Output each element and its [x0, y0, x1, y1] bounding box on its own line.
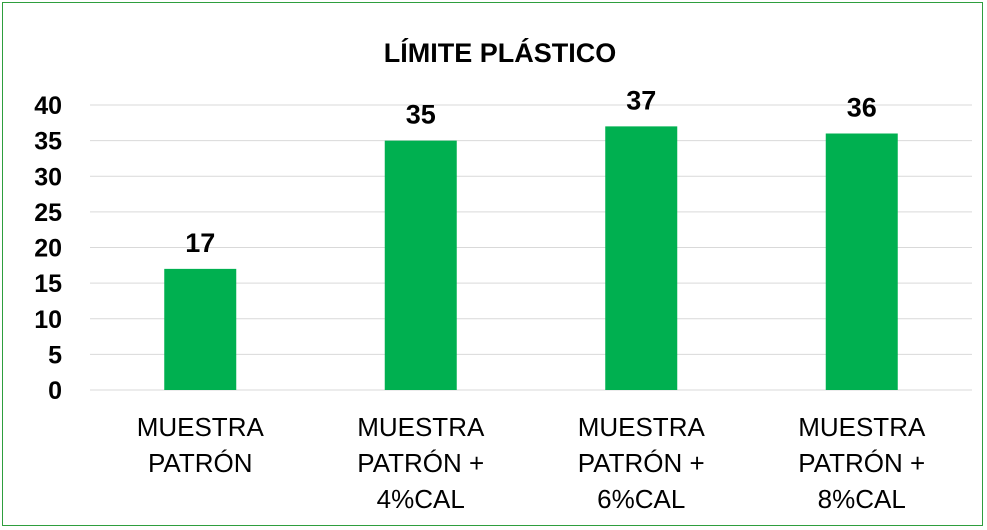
data-label: 17 [185, 228, 215, 258]
x-tick-label: PATRÓN + [357, 448, 484, 478]
bars [164, 126, 898, 390]
x-tick-label: MUESTRA [137, 412, 265, 442]
y-tick-label: 15 [34, 270, 62, 298]
bar [605, 126, 678, 390]
y-tick-label: 30 [34, 163, 62, 191]
bar [164, 268, 237, 390]
y-tick-label: 25 [34, 199, 62, 227]
y-tick-label: 40 [34, 92, 62, 120]
y-tick-label: 20 [34, 235, 62, 263]
y-tick-label: 5 [48, 341, 62, 369]
y-tick-label: 35 [34, 128, 62, 156]
data-labels: 17 35 37 36 [185, 85, 877, 258]
x-tick-label: PATRÓN [148, 448, 252, 478]
x-tick-label: 4%CAL [377, 484, 465, 514]
data-label: 35 [406, 100, 436, 130]
data-label: 37 [626, 85, 656, 115]
x-tick-label: MUESTRA [578, 412, 706, 442]
x-tick-label: PATRÓN + [578, 448, 705, 478]
bar [384, 140, 457, 390]
x-tick-label: MUESTRA [357, 412, 485, 442]
y-tick-label: 10 [34, 306, 62, 334]
bar [825, 133, 898, 390]
x-axis-ticks: MUESTRA PATRÓN MUESTRA PATRÓN + 4%CAL MUESTRA… [137, 412, 926, 514]
x-tick-label: MUESTRA [798, 412, 926, 442]
y-axis-ticks: 0 5 10 15 20 25 30 35 40 [34, 92, 62, 405]
data-label: 36 [847, 93, 877, 123]
y-tick-label: 0 [48, 377, 62, 405]
x-tick-label: PATRÓN + [798, 448, 925, 478]
gridlines [90, 104, 972, 391]
chart-title: LÍMITE PLÁSTICO [384, 37, 617, 68]
x-tick-label: 8%CAL [818, 484, 906, 514]
x-tick-label: 6%CAL [597, 484, 685, 514]
